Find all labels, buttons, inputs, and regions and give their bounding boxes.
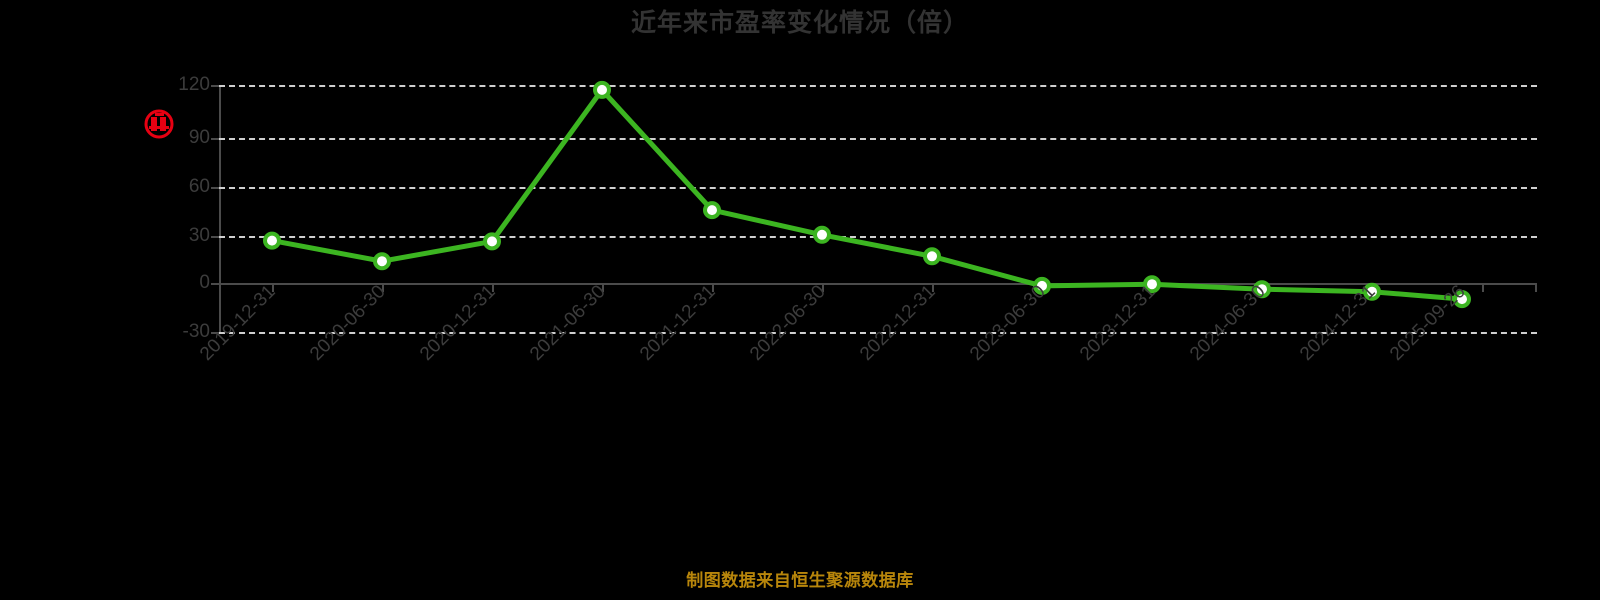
y-tick-mark-0 <box>211 283 219 285</box>
y-axis-line <box>219 85 221 332</box>
plot-area <box>211 85 1537 334</box>
gridline-60 <box>219 187 1537 189</box>
y-tick-label-neg30: -30 <box>182 321 210 342</box>
y-tick-mark-neg30 <box>211 332 219 334</box>
x-axis-right-cap <box>1535 283 1537 292</box>
zero-axis-line <box>219 283 1537 285</box>
gridline-neg30 <box>219 332 1537 334</box>
x-tick-mark-11 <box>1482 283 1484 292</box>
page-title: 近年来市盈率变化情况（倍） <box>630 9 969 37</box>
hexun-logo-icon <box>142 108 176 142</box>
y-tick-label-60: 60 <box>188 176 210 197</box>
gridline-30 <box>219 236 1537 238</box>
y-tick-label-30: 30 <box>188 225 210 246</box>
gridline-120 <box>219 85 1537 87</box>
gridline-90 <box>219 138 1537 140</box>
data-source-note: 制图数据来自恒生聚源数据库 <box>686 571 914 590</box>
y-tick-label-120: 120 <box>178 74 210 95</box>
y-tick-mark-60 <box>211 187 219 189</box>
y-tick-mark-30 <box>211 236 219 238</box>
y-tick-label-0: 0 <box>199 272 210 293</box>
y-tick-mark-120 <box>211 85 219 87</box>
y-tick-label-90: 90 <box>188 127 210 148</box>
y-tick-mark-90 <box>211 138 219 140</box>
